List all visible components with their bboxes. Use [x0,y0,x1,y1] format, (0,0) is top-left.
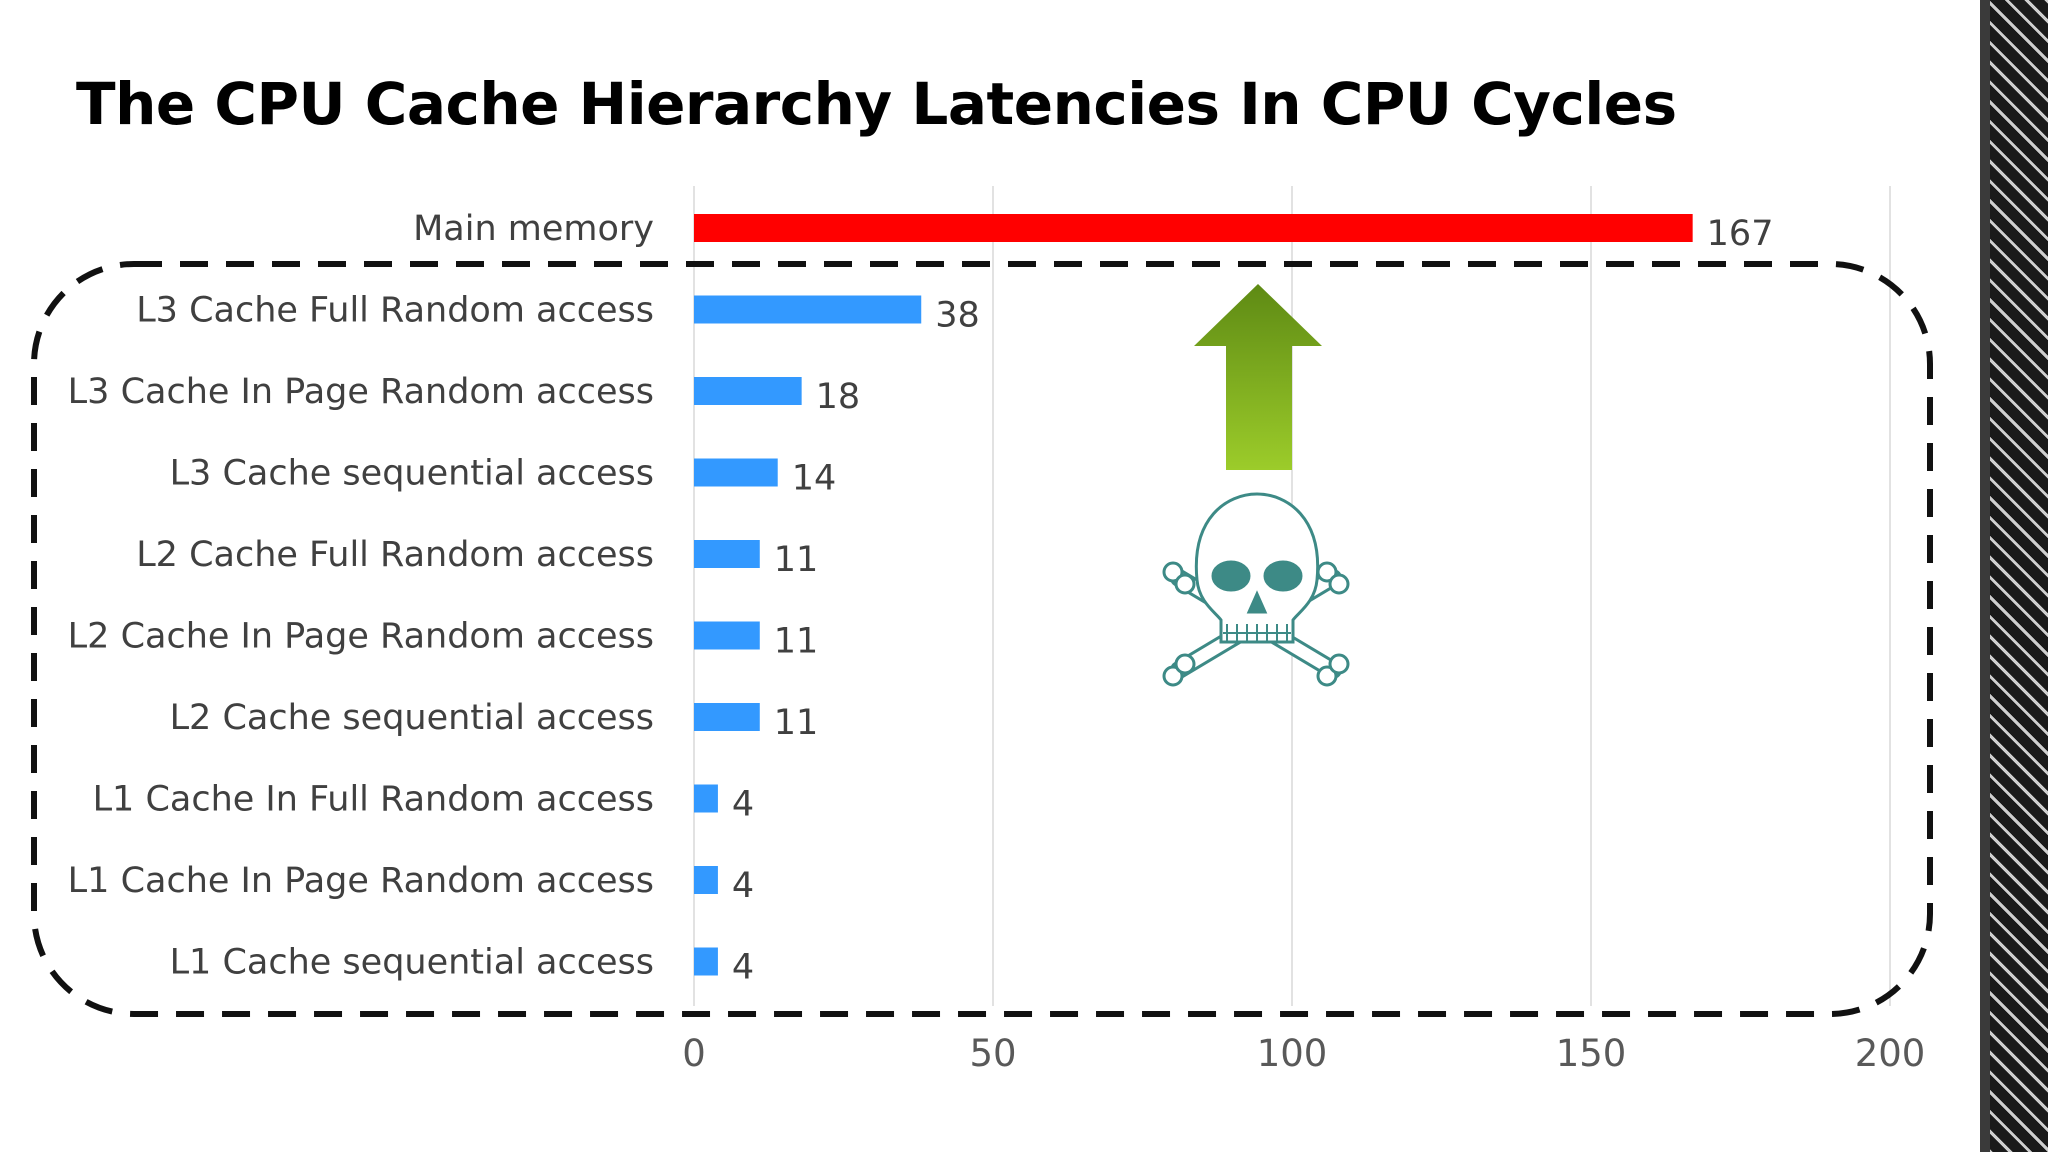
data-label: 14 [792,459,837,499]
category-label: L3 Cache Full Random access [136,291,654,331]
decorations [31,261,1933,1017]
data-label: 18 [816,377,861,417]
slide-title: The CPU Cache Hierarchy Latencies In CPU… [76,70,1677,138]
bar [694,377,802,405]
data-labels: 167 38 18 14 11 11 11 4 4 4 [732,214,1774,988]
category-labels: Main memory L3 Cache Full Random access L3… [68,209,654,983]
data-label: 4 [732,785,754,825]
category-label: L1 Cache In Full Random access [93,780,654,820]
category-label: L1 Cache sequential access [170,943,654,983]
bar [694,866,718,894]
bar [694,458,778,487]
category-label: L3 Cache sequential access [170,454,654,494]
bar [694,214,1693,242]
category-label: L1 Cache In Page Random access [68,861,654,901]
x-tick-label: 50 [969,1032,1016,1075]
cache-group-dashed-outline [31,261,1933,1017]
data-label: 4 [732,948,754,988]
decorative-edge [1980,0,2048,1152]
data-label: 11 [774,703,819,743]
data-label: 38 [935,296,980,336]
bar [694,295,922,324]
bar [694,784,718,813]
category-label: L2 Cache In Page Random access [68,617,654,657]
skull-and-crossbones-icon [1162,492,1350,687]
bars [694,214,1693,976]
bar [694,621,760,650]
bar [694,947,718,976]
bar [694,703,760,731]
data-label: 167 [1707,214,1774,254]
x-tick-label: 150 [1556,1032,1627,1075]
x-tick-label: 200 [1855,1032,1926,1075]
x-tick-label: 0 [682,1032,706,1075]
up-arrow-icon [1194,284,1322,470]
category-label: L2 Cache sequential access [170,698,654,738]
category-label: L2 Cache Full Random access [136,535,654,575]
data-label: 4 [732,866,754,906]
category-label: L3 Cache In Page Random access [68,372,654,412]
data-label: 11 [774,540,819,580]
category-label: Main memory [413,209,654,249]
x-tick-label: 100 [1257,1032,1328,1075]
x-axis-ticks: 0 50 100 150 200 [682,1032,1925,1075]
data-label: 11 [774,622,819,662]
decorative-edge-inner [1980,0,1990,1152]
bar [694,540,760,568]
